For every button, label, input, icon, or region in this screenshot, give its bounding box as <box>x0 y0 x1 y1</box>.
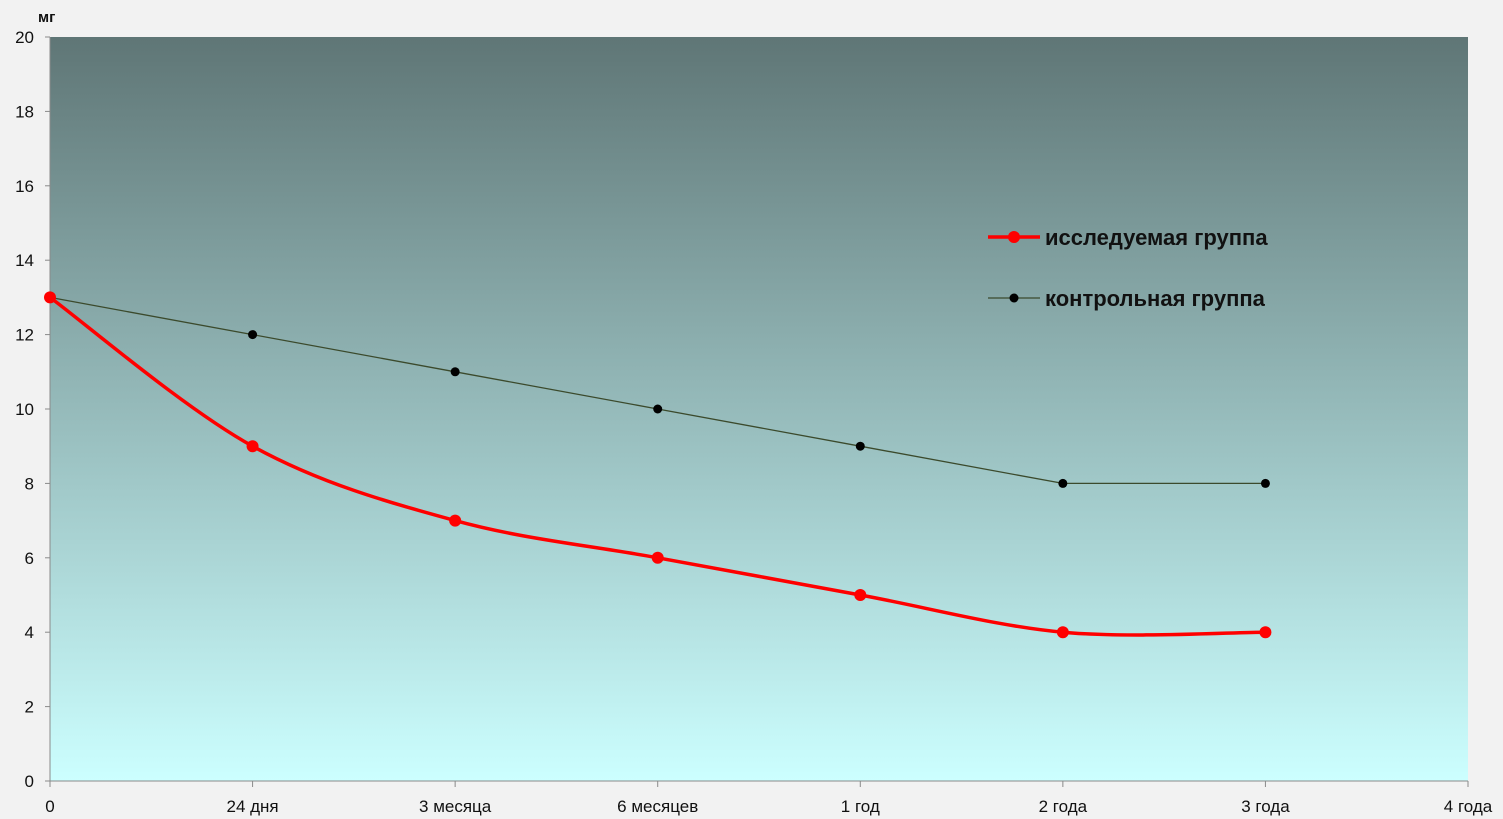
x-tick-label: 3 года <box>1241 797 1290 816</box>
data-point <box>450 367 460 377</box>
data-point <box>248 330 258 340</box>
legend-marker <box>1009 293 1019 303</box>
plot-area <box>50 37 1468 781</box>
legend-label: контрольная группа <box>1045 286 1266 311</box>
x-tick-label: 1 год <box>841 797 880 816</box>
y-tick-label: 4 <box>25 623 34 642</box>
y-tick-label: 10 <box>15 400 34 419</box>
data-point <box>651 551 664 564</box>
legend-label: исследуемая группа <box>1045 225 1268 250</box>
series-0 <box>44 291 1272 639</box>
x-tick-label: 24 дня <box>226 797 278 816</box>
data-point <box>44 291 56 304</box>
legend-marker <box>1008 231 1020 243</box>
data-point <box>1260 478 1270 488</box>
legend-item: контрольная группа <box>988 286 1266 311</box>
x-axis: 0 24 дня 3 месяца 6 месяцев 1 год 2 года 3 год… <box>45 780 1493 816</box>
series-layer <box>44 291 1272 639</box>
y-tick-label: 6 <box>25 549 34 568</box>
y-axis-title: мг <box>38 9 55 26</box>
data-point <box>854 589 867 601</box>
data-point <box>449 514 462 527</box>
y-tick-label: 14 <box>15 251 34 270</box>
y-tick-label: 2 <box>25 698 34 717</box>
data-point <box>1259 626 1272 639</box>
y-tick-label: 12 <box>15 326 34 345</box>
y-tick-label: 16 <box>15 177 34 196</box>
y-tick-label: 20 <box>15 28 34 47</box>
x-tick-label: 0 <box>45 797 54 816</box>
x-tick-label: 6 месяцев <box>617 797 698 816</box>
data-point <box>855 441 865 451</box>
y-tick-label: 8 <box>25 474 34 493</box>
legend-item: исследуемая группа <box>988 225 1268 250</box>
legend: исследуемая группа контрольная группа <box>988 225 1268 311</box>
data-point <box>1056 626 1069 639</box>
x-tick-label: 3 месяца <box>419 797 492 816</box>
y-axis: 0 2 4 6 8 10 12 14 16 18 20 <box>15 28 51 791</box>
data-point <box>246 440 259 453</box>
x-tick-label: 4 года <box>1444 797 1493 816</box>
y-tick-label: 0 <box>25 772 34 791</box>
data-point <box>653 404 663 414</box>
y-tick-label: 18 <box>15 102 34 121</box>
x-tick-label: 2 года <box>1039 797 1088 816</box>
data-point <box>1058 478 1068 488</box>
